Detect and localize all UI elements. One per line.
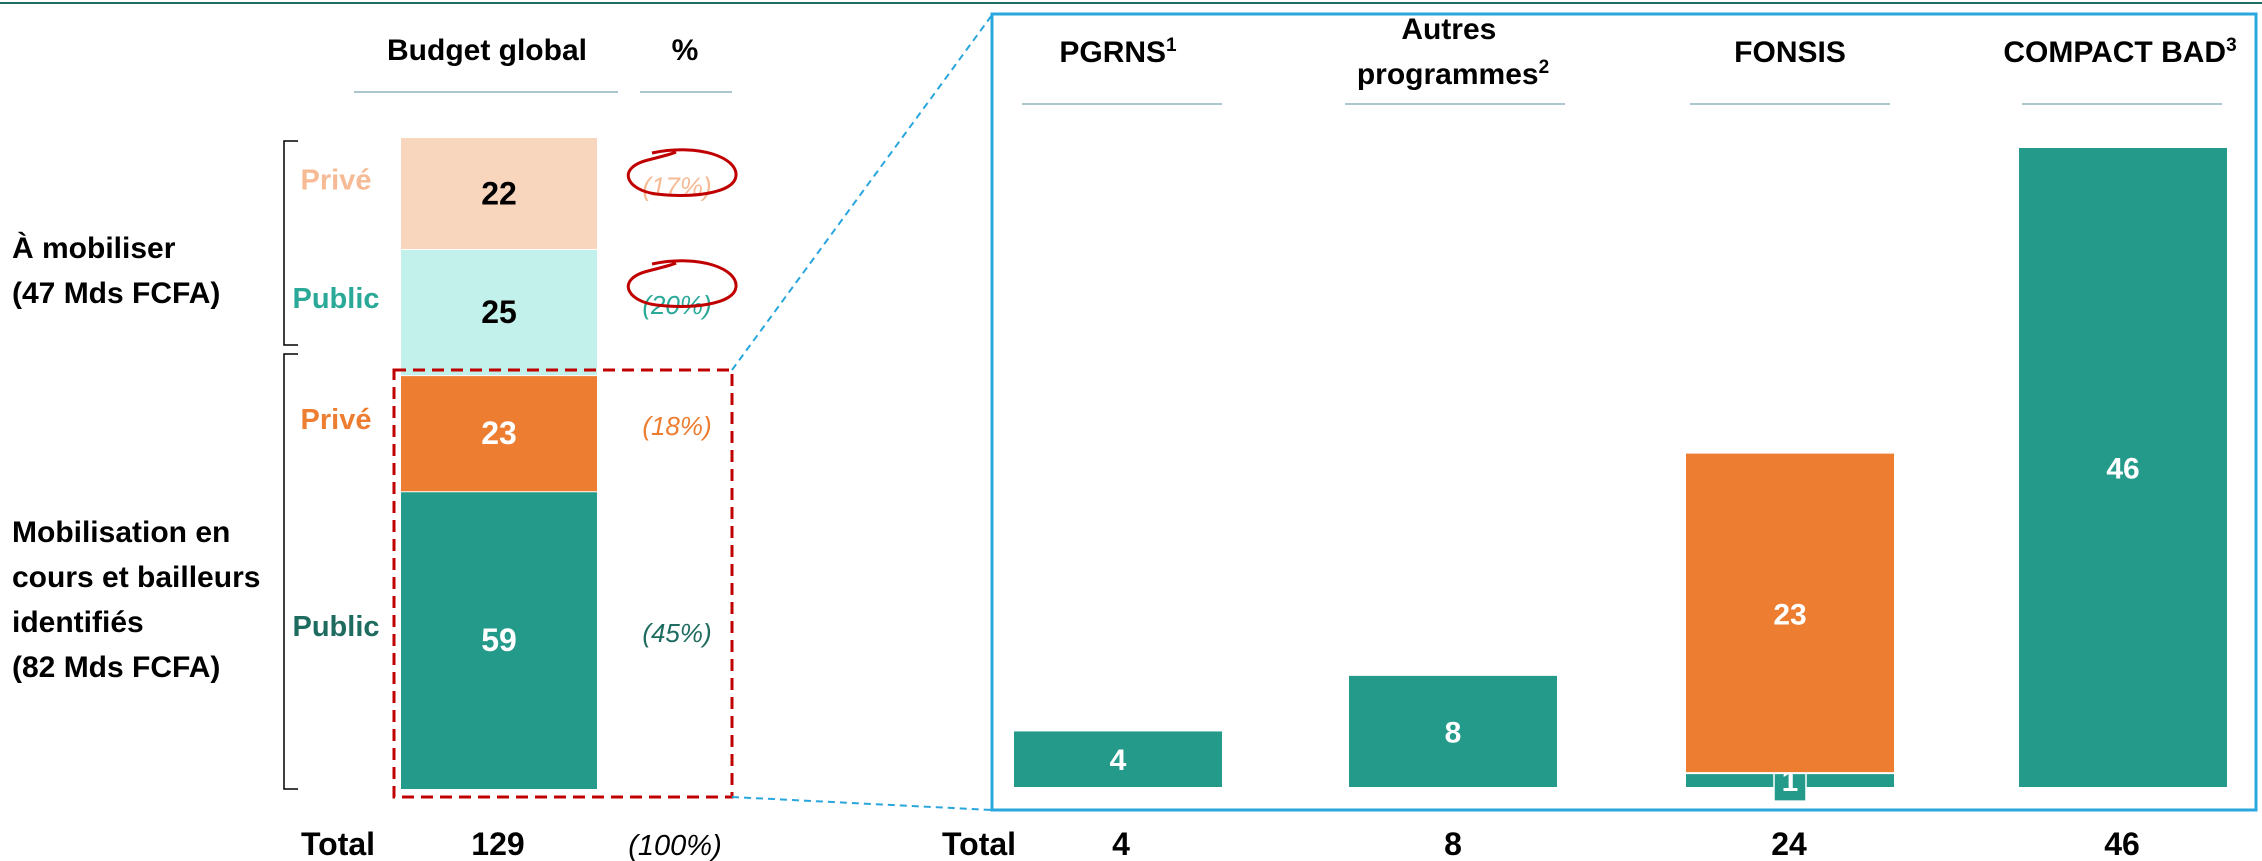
right-bar-0-0 [1014, 731, 1222, 787]
right-bar-3-0 [2019, 148, 2227, 787]
left-bar-percent-1: (18%) [642, 411, 711, 441]
right-total-pgrns: 4 [1112, 826, 1130, 861]
header-compact-bad: COMPACT BAD3 [2003, 35, 2236, 69]
left-bar-label-1: Privé [301, 404, 372, 436]
left-bar-percent-3: (17%) [642, 172, 711, 202]
left-bar-label-0: Public [292, 611, 379, 643]
right-bar-1-0 [1349, 675, 1557, 787]
left-bar-value-0: 59 [481, 622, 517, 658]
circle-mark-public [626, 259, 738, 308]
highlight-box [392, 368, 734, 799]
left-total-value: 129 [471, 826, 524, 861]
right-bar-2-1 [1686, 453, 1894, 774]
detail-panel-frame [990, 12, 2258, 812]
bracket-a-mobiliser [283, 140, 298, 346]
circle-mark-prive [626, 148, 738, 197]
connector-line-top [731, 14, 993, 371]
left-total-percent: (100%) [628, 830, 722, 861]
header-pgrns: PGRNS1 [1059, 35, 1177, 69]
right-total-compact: 46 [2104, 826, 2140, 861]
group-label-a-mobiliser: À mobiliser (47 Mds FCFA) [12, 231, 220, 310]
right-bar-value-1-0: 8 [1445, 716, 1462, 749]
header-fonsis: FONSIS [1734, 36, 1846, 69]
left-bar-segment-0 [401, 491, 597, 789]
left-bar-label-2: Public [292, 283, 379, 315]
bracket-mobilisation-en-cours [283, 353, 298, 790]
header-autres-programmes: Autres programmes2 [1357, 13, 1549, 91]
left-bar-segment-1 [401, 375, 597, 492]
left-bar-percent-0: (45%) [642, 618, 711, 648]
left-bar-value-3: 22 [481, 176, 517, 212]
left-total-label: Total [301, 826, 375, 861]
left-bar-segment-3 [401, 138, 597, 250]
right-bar-value-3-0: 46 [2106, 453, 2139, 486]
connector-line-bottom [731, 796, 993, 811]
left-bar-value-2: 25 [481, 294, 517, 330]
left-bar-segment-2 [401, 249, 597, 376]
right-bar-value-2-1: 23 [1773, 598, 1806, 631]
right-total-label: Total [942, 826, 1016, 861]
header-percent: % [672, 34, 699, 67]
right-total-autres: 8 [1444, 826, 1462, 861]
right-total-fonsis: 24 [1771, 826, 1807, 861]
group-label-mobilisation-en-cours: Mobilisation en cours et bailleurs ident… [12, 516, 269, 684]
left-bar-value-1: 23 [481, 415, 517, 451]
right-bar-value-0-0: 4 [1110, 744, 1127, 777]
header-budget-global: Budget global [387, 34, 587, 67]
left-bar-label-3: Privé [301, 165, 372, 197]
